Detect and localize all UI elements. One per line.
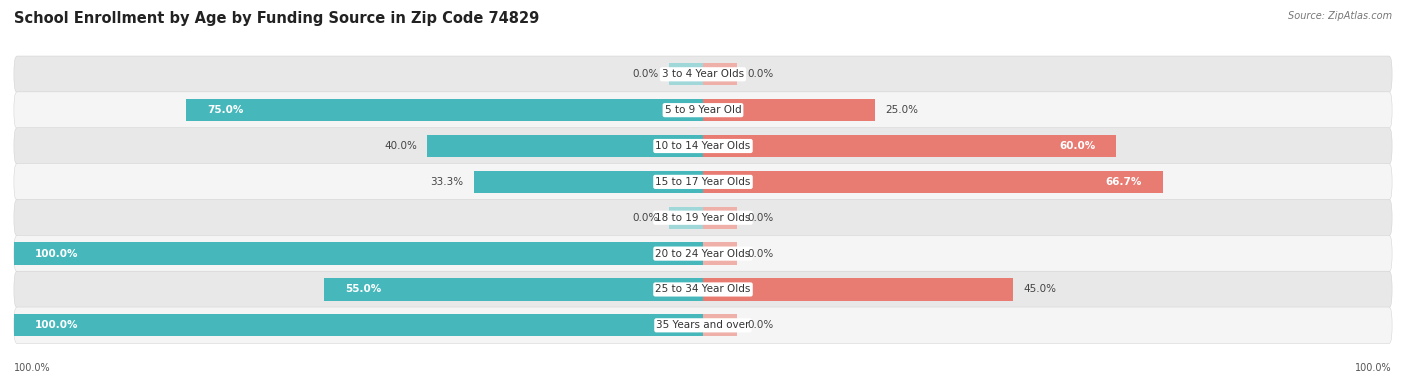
Text: 100.0%: 100.0% — [35, 320, 79, 330]
Text: 35 Years and over: 35 Years and over — [657, 320, 749, 330]
Text: 18 to 19 Year Olds: 18 to 19 Year Olds — [655, 213, 751, 223]
Text: 5 to 9 Year Old: 5 to 9 Year Old — [665, 105, 741, 115]
Bar — [323, 278, 703, 300]
Text: 0.0%: 0.0% — [631, 69, 658, 79]
Bar — [14, 314, 703, 336]
Bar — [427, 135, 703, 157]
Text: 100.0%: 100.0% — [14, 363, 51, 373]
Text: 55.0%: 55.0% — [344, 285, 381, 294]
Bar — [474, 171, 703, 193]
Bar — [14, 242, 703, 265]
Bar — [703, 63, 738, 86]
Bar — [703, 99, 875, 121]
FancyBboxPatch shape — [14, 92, 1392, 129]
Text: 10 to 14 Year Olds: 10 to 14 Year Olds — [655, 141, 751, 151]
Bar — [703, 207, 738, 229]
FancyBboxPatch shape — [14, 271, 1392, 308]
Text: 45.0%: 45.0% — [1024, 285, 1056, 294]
Bar — [669, 207, 703, 229]
Bar — [703, 242, 738, 265]
Text: 100.0%: 100.0% — [1355, 363, 1392, 373]
FancyBboxPatch shape — [14, 164, 1392, 200]
Text: 75.0%: 75.0% — [207, 105, 243, 115]
Text: 3 to 4 Year Olds: 3 to 4 Year Olds — [662, 69, 744, 79]
Text: 0.0%: 0.0% — [748, 248, 775, 259]
Text: 60.0%: 60.0% — [1060, 141, 1095, 151]
Text: Source: ZipAtlas.com: Source: ZipAtlas.com — [1288, 11, 1392, 21]
Bar — [703, 171, 1163, 193]
Bar — [703, 135, 1116, 157]
Text: 40.0%: 40.0% — [384, 141, 418, 151]
Text: 15 to 17 Year Olds: 15 to 17 Year Olds — [655, 177, 751, 187]
FancyBboxPatch shape — [14, 235, 1392, 272]
Text: 0.0%: 0.0% — [631, 213, 658, 223]
Bar — [186, 99, 703, 121]
Bar — [669, 63, 703, 86]
FancyBboxPatch shape — [14, 307, 1392, 343]
Text: 20 to 24 Year Olds: 20 to 24 Year Olds — [655, 248, 751, 259]
FancyBboxPatch shape — [14, 128, 1392, 164]
Text: 25.0%: 25.0% — [886, 105, 918, 115]
Text: 0.0%: 0.0% — [748, 69, 775, 79]
Bar — [703, 314, 738, 336]
Text: 0.0%: 0.0% — [748, 213, 775, 223]
Text: School Enrollment by Age by Funding Source in Zip Code 74829: School Enrollment by Age by Funding Sour… — [14, 11, 540, 26]
FancyBboxPatch shape — [14, 56, 1392, 93]
Text: 33.3%: 33.3% — [430, 177, 463, 187]
Text: 100.0%: 100.0% — [35, 248, 79, 259]
Text: 66.7%: 66.7% — [1105, 177, 1142, 187]
FancyBboxPatch shape — [14, 199, 1392, 236]
Text: 25 to 34 Year Olds: 25 to 34 Year Olds — [655, 285, 751, 294]
Bar — [703, 278, 1012, 300]
Text: 0.0%: 0.0% — [748, 320, 775, 330]
